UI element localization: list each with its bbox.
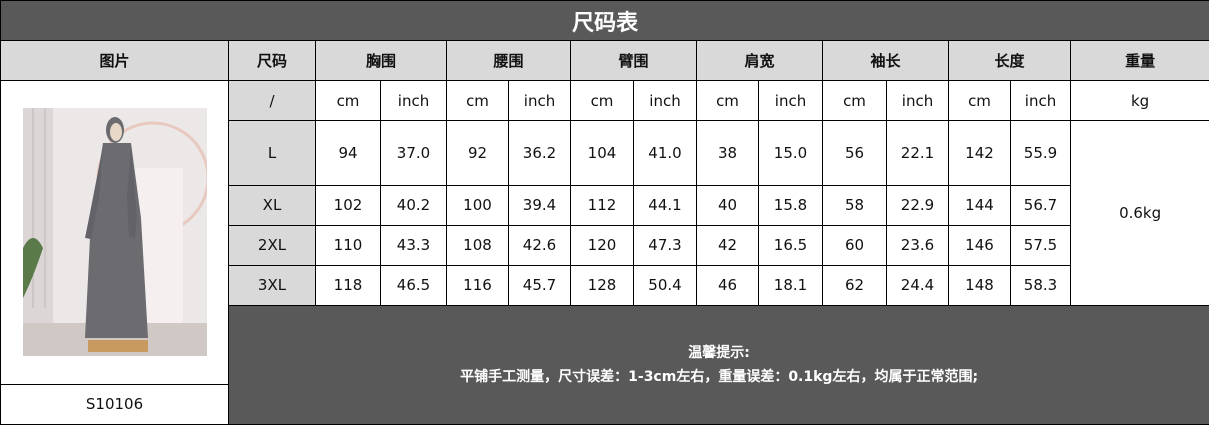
notice-title: 温馨提示: (229, 341, 1209, 365)
measurement-cell: 100 (447, 185, 509, 225)
measurement-cell: 102 (316, 185, 381, 225)
column-header: 尺码 (229, 41, 316, 81)
measurement-cell: 18.1 (759, 265, 823, 305)
measurement-cell: 43.3 (381, 225, 447, 265)
unit-weight: kg (1071, 81, 1209, 121)
measurement-cell: 110 (316, 225, 381, 265)
measurement-cell: 118 (316, 265, 381, 305)
measurement-cell: 58 (823, 185, 887, 225)
column-header: 腰围 (447, 41, 571, 81)
measurement-cell: 62 (823, 265, 887, 305)
unit-label: inch (887, 81, 949, 121)
unit-label: cm (823, 81, 887, 121)
unit-label: cm (316, 81, 381, 121)
unit-size: / (229, 81, 316, 121)
unit-label: inch (381, 81, 447, 121)
measurement-cell: 47.3 (634, 225, 697, 265)
unit-label: inch (509, 81, 571, 121)
measurement-cell: 37.0 (381, 121, 447, 186)
measurement-cell: 15.0 (759, 121, 823, 186)
measurement-cell: 56 (823, 121, 887, 186)
measurement-cell: 44.1 (634, 185, 697, 225)
unit-label: cm (447, 81, 509, 121)
measurement-cell: 41.0 (634, 121, 697, 186)
measurement-cell: 144 (949, 185, 1011, 225)
measurement-cell: 42 (697, 225, 759, 265)
measurement-cell: 50.4 (634, 265, 697, 305)
measurement-cell: 39.4 (509, 185, 571, 225)
measurement-cell: 142 (949, 121, 1011, 186)
measurement-cell: 24.4 (887, 265, 949, 305)
measurement-cell: 22.1 (887, 121, 949, 186)
measurement-cell: 38 (697, 121, 759, 186)
measurement-cell: 46 (697, 265, 759, 305)
header-row: 图片尺码胸围腰围臂围肩宽袖长长度重量 (1, 41, 1209, 81)
measurement-cell: 40.2 (381, 185, 447, 225)
measurement-cell: 45.7 (509, 265, 571, 305)
notice-text: 平铺手工测量，尺寸误差：1-3cm左右，重量误差：0.1kg左右，均属于正常范围… (229, 365, 1209, 389)
column-header: 图片 (1, 41, 229, 81)
measurement-cell: 16.5 (759, 225, 823, 265)
product-code: S10106 (1, 384, 229, 424)
measurement-cell: 58.3 (1011, 265, 1071, 305)
measurement-cell: 56.7 (1011, 185, 1071, 225)
size-label: 3XL (229, 265, 316, 305)
measurement-cell: 148 (949, 265, 1011, 305)
unit-label: inch (1011, 81, 1071, 121)
notice: 温馨提示: 平铺手工测量，尺寸误差：1-3cm左右，重量误差：0.1kg左右，均… (229, 305, 1209, 424)
measurement-cell: 23.6 (887, 225, 949, 265)
unit-label: cm (571, 81, 634, 121)
column-header: 长度 (949, 41, 1071, 81)
product-image (23, 108, 207, 356)
measurement-cell: 42.6 (509, 225, 571, 265)
measurement-cell: 92 (447, 121, 509, 186)
measurement-cell: 116 (447, 265, 509, 305)
measurement-cell: 36.2 (509, 121, 571, 186)
measurement-cell: 55.9 (1011, 121, 1071, 186)
weight-value: 0.6kg (1071, 121, 1209, 306)
unit-label: inch (759, 81, 823, 121)
column-header: 袖长 (823, 41, 949, 81)
measurement-cell: 22.9 (887, 185, 949, 225)
column-header: 肩宽 (697, 41, 823, 81)
measurement-cell: 94 (316, 121, 381, 186)
size-label: 2XL (229, 225, 316, 265)
measurement-cell: 60 (823, 225, 887, 265)
column-header: 重量 (1071, 41, 1209, 81)
unit-label: inch (634, 81, 697, 121)
size-label: L (229, 121, 316, 186)
measurement-cell: 128 (571, 265, 634, 305)
chart-title: 尺码表 (1, 1, 1209, 41)
column-header: 臂围 (571, 41, 697, 81)
product-image-cell (1, 81, 229, 385)
measurement-cell: 15.8 (759, 185, 823, 225)
measurement-cell: 146 (949, 225, 1011, 265)
measurement-cell: 112 (571, 185, 634, 225)
measurement-cell: 120 (571, 225, 634, 265)
size-label: XL (229, 185, 316, 225)
unit-label: cm (949, 81, 1011, 121)
measurement-cell: 46.5 (381, 265, 447, 305)
measurement-cell: 40 (697, 185, 759, 225)
measurement-cell: 57.5 (1011, 225, 1071, 265)
unit-label: cm (697, 81, 759, 121)
column-header: 胸围 (316, 41, 447, 81)
measurement-cell: 104 (571, 121, 634, 186)
measurement-cell: 108 (447, 225, 509, 265)
